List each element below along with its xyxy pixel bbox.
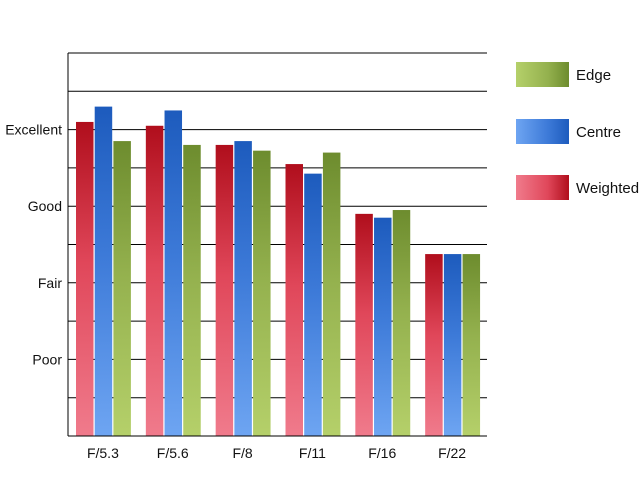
- bar-edge-0: [113, 141, 131, 436]
- x-tick-label: F/5.3: [87, 445, 119, 461]
- bar-weighted-3: [285, 164, 303, 436]
- bar-edge-1: [183, 144, 201, 437]
- y-tick-label: Fair: [38, 275, 62, 291]
- gridlines: [68, 52, 487, 399]
- y-tick-label: Good: [28, 198, 62, 214]
- bar-weighted-4: [355, 213, 373, 436]
- bar-edge-3: [322, 152, 341, 436]
- x-tick-label: F/8: [232, 445, 252, 461]
- y-tick-label: Excellent: [5, 122, 62, 138]
- x-tick-label: F/16: [368, 445, 396, 461]
- bar-centre-2: [234, 141, 252, 436]
- y-tick-labels: Poor Fair Good Excellent: [5, 122, 62, 368]
- x-tick-label: F/5.6: [157, 445, 189, 461]
- legend-label-edge: Edge: [576, 67, 611, 84]
- legend-label-weighted: Weighted: [576, 180, 639, 197]
- bar-group: [76, 106, 481, 437]
- legend: Edge Centre Weighted: [516, 62, 639, 200]
- bar-centre-0: [94, 106, 113, 437]
- bar-centre-4: [374, 217, 392, 436]
- legend-swatch-centre: [516, 119, 569, 144]
- y-tick-label: Poor: [32, 351, 62, 367]
- bar-centre-5: [443, 254, 462, 436]
- axes: [67, 53, 487, 437]
- x-tick-label: F/11: [299, 445, 326, 461]
- bar-weighted-5: [425, 254, 443, 436]
- x-tick-label: F/22: [438, 445, 466, 461]
- bar-edge-4: [392, 210, 411, 436]
- bar-centre-3: [304, 173, 322, 436]
- legend-swatch-weighted: [516, 175, 569, 200]
- bar-weighted-1: [145, 125, 164, 437]
- bar-edge-2: [253, 150, 271, 437]
- bar-centre-1: [164, 110, 183, 436]
- legend-label-centre: Centre: [576, 124, 621, 141]
- bar-weighted-0: [76, 121, 94, 436]
- legend-swatch-edge: [516, 62, 569, 87]
- bar-weighted-2: [215, 144, 234, 437]
- x-tick-labels: F/5.3 F/5.6 F/8 F/11 F/16 F/22: [87, 445, 466, 461]
- bar-edge-5: [462, 254, 481, 436]
